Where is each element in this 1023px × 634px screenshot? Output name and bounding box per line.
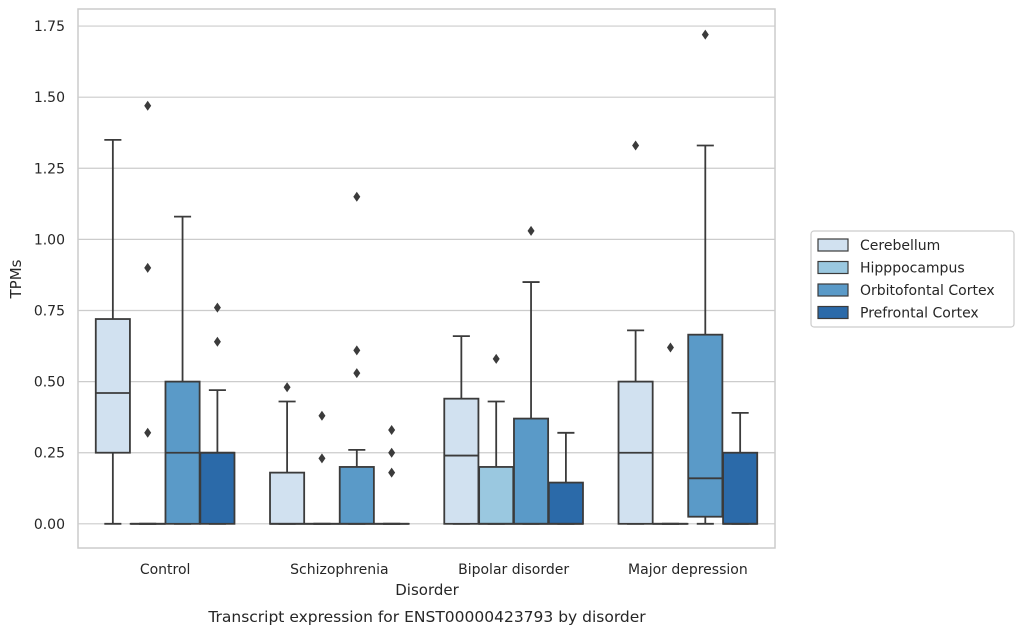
legend-label: Orbitofontal Cortex — [860, 283, 995, 299]
outlier-point — [144, 427, 152, 438]
y-tick-label: 1.00 — [34, 232, 65, 248]
box-iqr — [547, 481, 584, 525]
y-tick-label: 1.50 — [34, 90, 65, 106]
box-cerebellum — [617, 140, 654, 525]
y-tick-label: 1.25 — [34, 161, 65, 177]
box-iqr — [687, 333, 724, 518]
box-prefrontal-cortex — [547, 431, 584, 525]
box-hipppocampus — [652, 342, 689, 525]
boxplots — [94, 29, 759, 525]
box-hipppocampus — [478, 353, 515, 525]
legend-swatch — [817, 260, 849, 275]
x-axis-label: Disorder — [395, 581, 459, 599]
outlier-point — [144, 100, 152, 111]
box-orbitofontal-cortex — [513, 225, 550, 525]
box-prefrontal-cortex — [722, 411, 759, 525]
x-tick-label: Control — [140, 562, 191, 578]
box-hipppocampus — [303, 410, 340, 525]
y-tick-label: 0.00 — [34, 517, 65, 533]
legend-swatch — [817, 238, 849, 252]
outlier-point — [283, 382, 291, 393]
y-tick-label: 1.75 — [34, 19, 65, 35]
box-cerebellum — [443, 335, 480, 525]
outlier-point — [318, 410, 326, 421]
outlier-point — [213, 302, 221, 313]
legend-frame — [810, 230, 1015, 328]
y-axis-label: TPMs — [7, 259, 25, 299]
outlier-point — [388, 467, 396, 478]
x-tick-labels: Control Schizophrenia Bipolar disorder Majo… — [140, 562, 748, 578]
box-iqr — [338, 466, 375, 525]
y-tick-label: 0.50 — [34, 375, 65, 391]
box-orbitofontal-cortex — [164, 215, 201, 525]
plot-frame — [77, 8, 776, 549]
box-iqr — [269, 471, 306, 525]
x-tick-label: Bipolar disorder — [458, 562, 569, 578]
box-prefrontal-cortex — [199, 302, 236, 525]
x-tick-label: Major depression — [628, 562, 748, 578]
box-iqr — [513, 417, 550, 525]
box-cerebellum — [269, 382, 306, 525]
box-iqr — [478, 466, 515, 525]
outlier-point — [353, 191, 361, 202]
outlier-point — [492, 353, 500, 364]
outlier-point — [353, 345, 361, 356]
box-iqr — [94, 318, 131, 454]
outlier-point — [353, 368, 361, 379]
box-iqr — [443, 397, 480, 525]
legend-label: Cerebellum — [860, 238, 940, 254]
plot-border — [77, 8, 776, 549]
outlier-point — [318, 453, 326, 464]
x-tick-label: Schizophrenia — [290, 562, 388, 578]
outlier-point — [701, 29, 709, 40]
chart-caption: Transcript expression for ENST0000042379… — [207, 608, 646, 626]
box-iqr — [722, 451, 759, 525]
outlier-point — [213, 336, 221, 347]
outlier-point — [632, 140, 640, 151]
legend-label: Prefrontal Cortex — [860, 306, 979, 322]
box-iqr — [199, 451, 236, 525]
outlier-point — [527, 225, 535, 236]
outlier-point — [388, 447, 396, 458]
outlier-point — [388, 424, 396, 435]
legend-swatch — [817, 305, 849, 320]
box-prefrontal-cortex — [373, 424, 410, 525]
y-tick-label: 0.75 — [34, 303, 65, 319]
legend-label: Hipppocampus — [860, 261, 965, 277]
legend-swatch — [817, 283, 849, 297]
outlier-point — [666, 342, 674, 353]
y-tick-label: 0.25 — [34, 446, 65, 462]
box-orbitofontal-cortex — [687, 29, 724, 525]
box-hipppocampus — [129, 100, 166, 525]
box-cerebellum — [94, 138, 131, 525]
y-tick-labels: 0.00 0.25 0.50 0.75 1.00 1.25 1.50 1.75 — [34, 19, 65, 533]
legend: Cerebellum Hipppocampus Orbitofontal Corte… — [810, 230, 1015, 328]
box-orbitofontal-cortex — [338, 191, 375, 525]
outlier-point — [144, 262, 152, 273]
